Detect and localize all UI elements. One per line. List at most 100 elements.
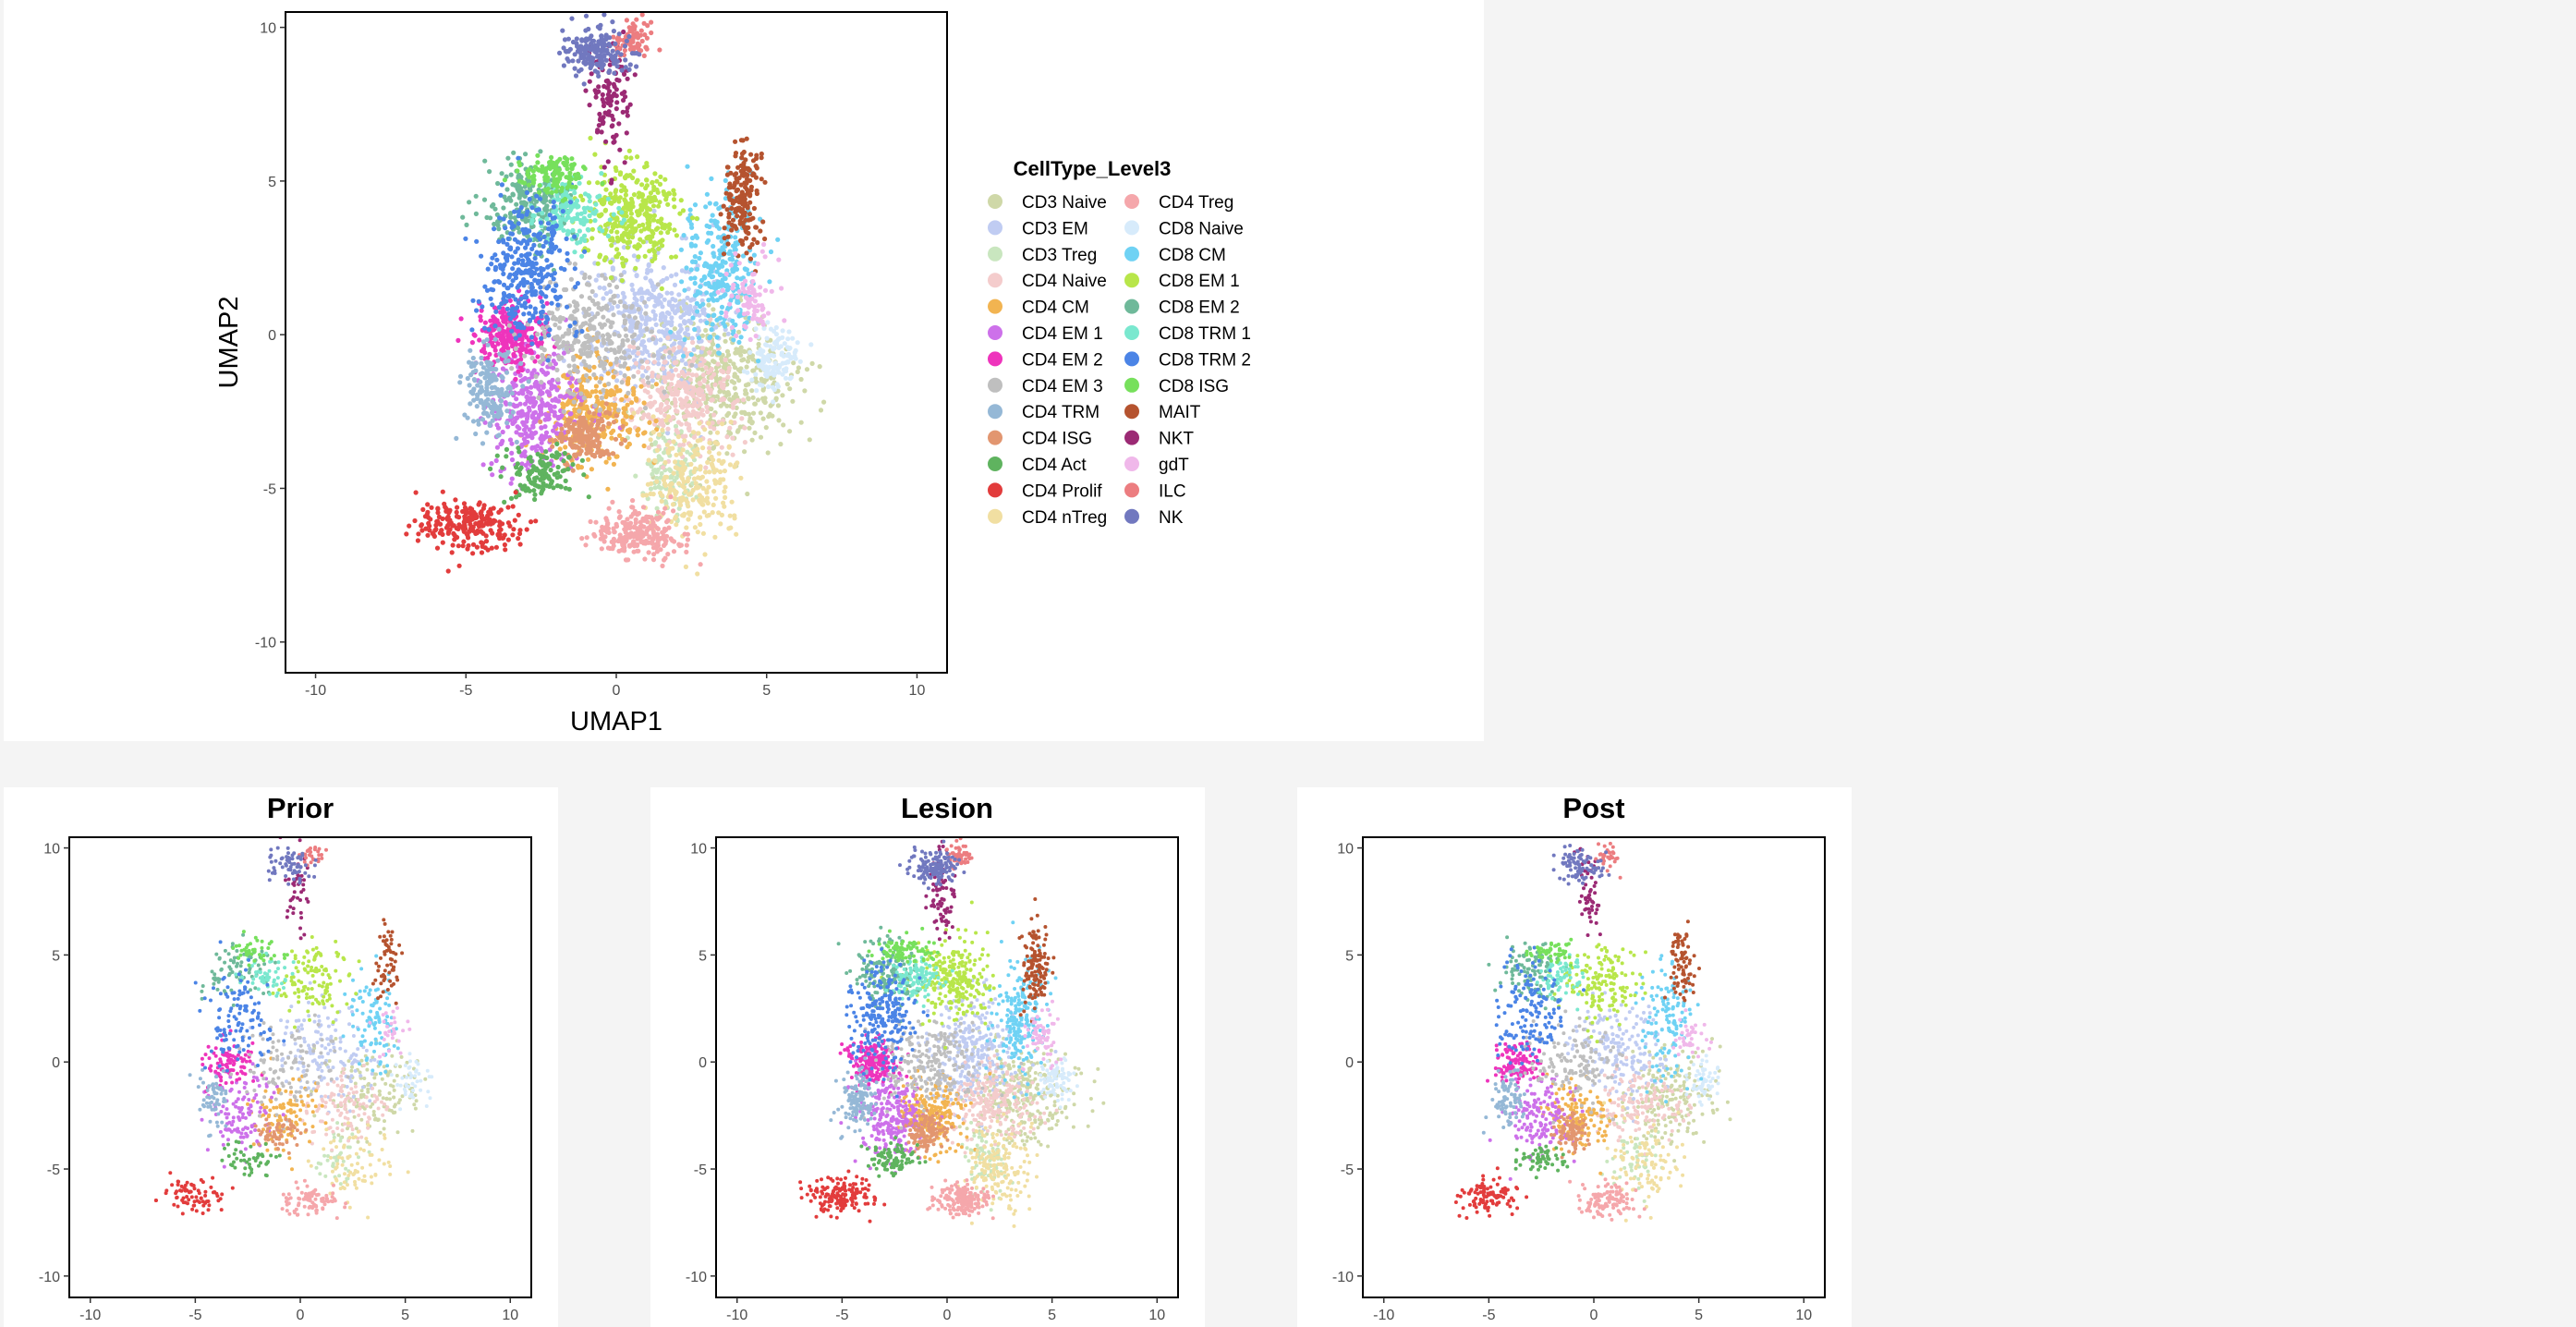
data-point (772, 360, 779, 366)
data-point (619, 396, 625, 402)
data-point (723, 484, 728, 490)
data-point (764, 335, 770, 341)
data-point (529, 384, 534, 390)
data-point (503, 225, 508, 231)
data-point (639, 182, 645, 188)
data-point (636, 254, 641, 260)
data-point (493, 544, 500, 550)
data-point (715, 361, 721, 367)
data-point (552, 351, 557, 357)
data-point (599, 546, 604, 552)
data-point (618, 441, 625, 446)
data-point (479, 514, 484, 520)
data-point (593, 383, 600, 389)
data-point (456, 526, 461, 532)
data-point (653, 516, 660, 521)
data-point (673, 254, 679, 260)
data-point (542, 334, 548, 339)
data-point (587, 344, 592, 349)
data-point (650, 378, 655, 383)
data-point (557, 446, 563, 452)
data-point (533, 399, 539, 405)
data-point (699, 349, 704, 355)
data-point (623, 413, 628, 419)
data-point (557, 248, 563, 253)
data-point (529, 220, 535, 225)
data-point (638, 332, 644, 337)
data-point (631, 389, 637, 395)
data-point (577, 228, 583, 234)
data-point (629, 303, 635, 309)
data-point (711, 444, 717, 450)
data-point (698, 475, 703, 481)
data-point (570, 462, 576, 468)
data-point (573, 316, 578, 322)
data-point (705, 459, 711, 465)
data-point (679, 358, 685, 363)
data-point (686, 385, 691, 391)
data-point (651, 295, 657, 300)
data-point (623, 406, 628, 412)
data-point (543, 449, 549, 455)
data-point (601, 387, 606, 394)
data-point (662, 505, 668, 511)
data-point (454, 514, 460, 519)
data-point (530, 464, 536, 469)
data-point (612, 332, 617, 337)
data-point (622, 270, 627, 275)
data-point (766, 383, 772, 390)
data-point (558, 344, 565, 349)
data-point (519, 432, 525, 438)
data-point (591, 211, 598, 216)
data-point (518, 465, 524, 470)
data-point (712, 218, 718, 224)
data-point (531, 410, 537, 416)
data-point (650, 284, 656, 289)
data-point (704, 290, 710, 296)
data-point (519, 453, 525, 458)
data-point (709, 176, 714, 181)
data-point (706, 420, 711, 426)
data-point (497, 279, 503, 286)
data-point (682, 336, 687, 342)
data-point (545, 358, 551, 363)
data-point (649, 268, 654, 274)
data-point (463, 526, 468, 531)
data-point (662, 375, 667, 381)
data-point (586, 457, 591, 462)
data-point (636, 427, 641, 432)
data-point (627, 239, 633, 245)
data-point (524, 419, 529, 424)
data-point (690, 393, 696, 398)
data-point (704, 320, 710, 325)
data-point (550, 444, 555, 449)
data-point (757, 382, 763, 387)
data-point (513, 328, 518, 334)
data-point (529, 469, 535, 475)
data-point (493, 309, 499, 314)
data-point (516, 369, 521, 374)
series-cd4-prolif (404, 489, 539, 574)
data-point (771, 399, 776, 405)
data-point (508, 172, 514, 177)
data-point (462, 514, 468, 519)
data-point (662, 348, 668, 354)
data-point (698, 521, 703, 528)
data-point (523, 201, 529, 206)
data-point (627, 344, 633, 349)
data-point (722, 469, 728, 474)
data-point (739, 416, 745, 421)
data-point (587, 425, 592, 431)
data-point (721, 377, 727, 383)
data-point (593, 277, 599, 283)
data-point (617, 347, 623, 352)
data-point (713, 324, 719, 330)
data-point (735, 397, 740, 404)
data-point (605, 371, 611, 376)
data-point (478, 314, 483, 320)
data-point (605, 486, 611, 492)
data-point (499, 373, 504, 379)
data-point (531, 232, 537, 237)
data-point (732, 371, 737, 377)
data-point (818, 408, 824, 413)
